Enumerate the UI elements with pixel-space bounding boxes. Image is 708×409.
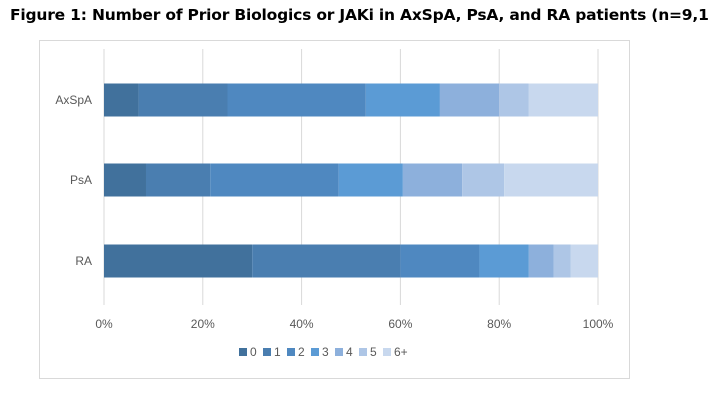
- bar-segment-axspa-6plus: [528, 83, 598, 117]
- stacked-bar-chart: AxSpA PsA RA 0% 20% 40% 60% 80% 100% 0 1 2 3 4 5 6+: [55, 49, 614, 359]
- bar-segment-axspa-5: [499, 83, 529, 117]
- legend-label-2: 2: [298, 345, 305, 359]
- category-labels: AxSpA PsA RA: [55, 93, 92, 268]
- category-label-ra: RA: [75, 254, 92, 268]
- bar-segment-psa-6plus: [504, 163, 598, 197]
- legend-swatch-1: [263, 348, 271, 356]
- legend-label-6plus: 6+: [394, 345, 408, 359]
- legend-label-1: 1: [274, 345, 281, 359]
- bar-segment-psa-1: [145, 163, 211, 197]
- bar-segment-ra-1: [252, 244, 401, 278]
- bar-segment-ra-2: [400, 244, 480, 278]
- legend-swatch-5: [359, 348, 367, 356]
- category-label-axspa: AxSpA: [55, 93, 92, 107]
- bars: [104, 83, 598, 278]
- bar-segment-axspa-1: [138, 83, 228, 117]
- x-tick-label: 100%: [583, 317, 614, 331]
- legend-swatch-2: [287, 348, 295, 356]
- legend-swatch-3: [311, 348, 319, 356]
- x-tick-label: 0%: [95, 317, 113, 331]
- bar-segment-psa-2: [210, 163, 339, 197]
- bar-segment-ra-6plus: [570, 244, 598, 278]
- bar-segment-axspa-4: [439, 83, 500, 117]
- legend: 0 1 2 3 4 5 6+: [239, 345, 408, 359]
- legend-label-0: 0: [250, 345, 257, 359]
- legend-label-3: 3: [322, 345, 329, 359]
- bar-segment-psa-0: [104, 163, 146, 197]
- bar-segment-ra-3: [479, 244, 529, 278]
- bar-segment-ra-5: [553, 244, 571, 278]
- x-tick-label: 20%: [191, 317, 215, 331]
- x-tick-labels: 0% 20% 40% 60% 80% 100%: [95, 317, 613, 331]
- bar-segment-axspa-3: [365, 83, 440, 117]
- legend-label-5: 5: [370, 345, 377, 359]
- legend-label-4: 4: [346, 345, 353, 359]
- x-tick-label: 40%: [290, 317, 314, 331]
- bar-segment-ra-4: [528, 244, 554, 278]
- bar-segment-axspa-2: [227, 83, 366, 117]
- bar-segment-ra-0: [104, 244, 253, 278]
- legend-swatch-0: [239, 348, 247, 356]
- bar-segment-axspa-0: [104, 83, 139, 117]
- x-tick-label: 60%: [388, 317, 412, 331]
- bar-segment-psa-4: [402, 163, 463, 197]
- legend-swatch-4: [335, 348, 343, 356]
- bar-segment-psa-3: [338, 163, 403, 197]
- chart-container: AxSpA PsA RA 0% 20% 40% 60% 80% 100% 0 1 2 3 4 5 6+: [39, 40, 630, 379]
- x-tick-label: 80%: [487, 317, 511, 331]
- legend-swatch-6plus: [383, 348, 391, 356]
- category-label-psa: PsA: [70, 173, 92, 187]
- figure-title: Figure 1: Number of Prior Biologics or J…: [10, 6, 708, 24]
- bar-segment-psa-5: [462, 163, 505, 197]
